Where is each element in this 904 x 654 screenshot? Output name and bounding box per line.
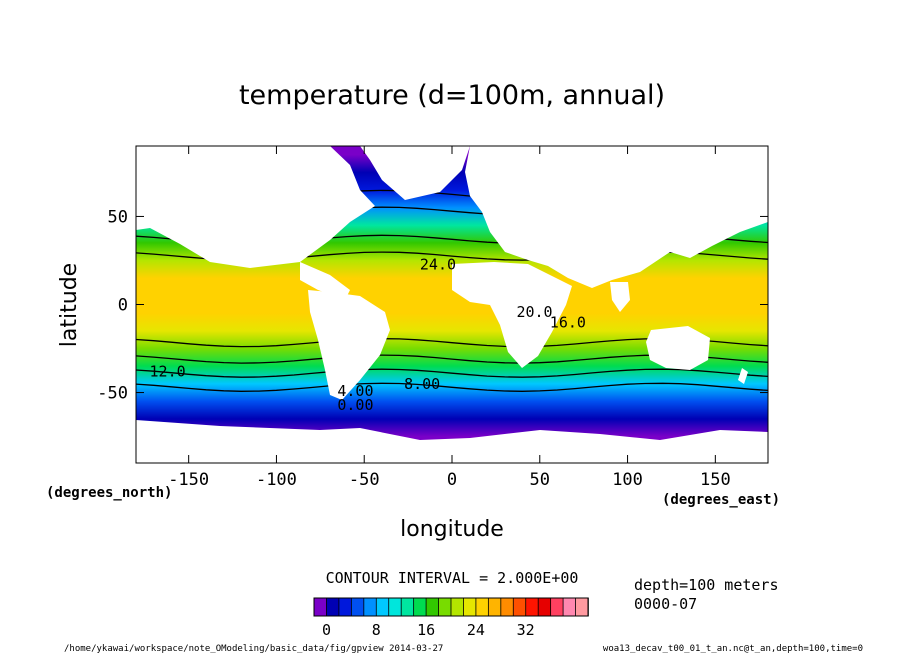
colorbar-cell [500, 597, 515, 617]
colorbar-cell [425, 597, 440, 617]
antarctica-land [136, 420, 768, 463]
x-tick-label: -150 [168, 470, 209, 490]
new-zealand-land [738, 368, 748, 384]
colorbar-cell [313, 597, 328, 617]
colorbar-frame [313, 597, 589, 617]
colorbar-cell [338, 597, 353, 617]
colorbar [313, 597, 589, 617]
y-tick-label: 50 [108, 207, 128, 227]
colorbar-cell [512, 597, 527, 617]
contour-label: 16.0 [550, 313, 586, 331]
x-tick-label: 0 [447, 470, 457, 490]
y-tick-label: -50 [97, 384, 128, 404]
depth-annotation: depth=100 meters [634, 576, 779, 594]
x-axis-label: longitude [400, 517, 504, 542]
north-america-land [136, 146, 375, 268]
colorbar-ticks: 0 8 16 24 32 [322, 621, 535, 639]
colorbar-cell [363, 597, 378, 617]
colorbar-cell [525, 597, 539, 617]
contour-label: 24.0 [420, 255, 456, 273]
colorbar-cell [375, 597, 390, 617]
y-axis-label: latitude [57, 263, 82, 347]
australia-land [646, 326, 710, 370]
colorbar-cell [450, 597, 465, 617]
x-axis: -150 -100 -50 0 50 100 150 [168, 146, 731, 490]
period-annotation: 0000-07 [634, 595, 697, 613]
india-land [610, 282, 630, 312]
colorbar-tick-label: 16 [417, 621, 435, 639]
colorbar-cell [550, 597, 564, 617]
contour-label: 4.00 [337, 382, 373, 400]
plot-area [136, 146, 768, 463]
contour-labels: 24.0 20.016.0 12.0 8.00 4.000.00 [150, 255, 586, 414]
x-tick-label: -50 [349, 470, 380, 490]
colorbar-tick-label: 32 [517, 621, 535, 639]
colorbar-cell [562, 597, 577, 617]
contour-interval-text: CONTOUR INTERVAL = 2.000E+00 [326, 569, 579, 587]
colorbar-cell [487, 597, 502, 617]
colorbar-cell [475, 597, 490, 617]
south-america-land [308, 290, 390, 400]
colorbar-cell [388, 597, 402, 617]
land-masses [136, 146, 768, 463]
x-tick-label: 150 [700, 470, 731, 490]
footer-left: /home/ykawai/workspace/note_OModeling/ba… [64, 644, 443, 654]
colorbar-cell [350, 597, 365, 617]
colorbar-cell [575, 597, 589, 617]
colorbar-cell [413, 597, 427, 617]
x-axis-unit: (degrees_east) [662, 492, 780, 508]
greenland-land [360, 146, 470, 200]
colorbar-cell [326, 597, 340, 617]
colorbar-cell [438, 597, 452, 617]
colorbar-cell [463, 597, 477, 617]
colorbar-tick-label: 8 [372, 621, 381, 639]
central-america-land [300, 262, 350, 300]
footer-right: woa13_decav_t00_01_t_an.nc@t_an,depth=10… [603, 644, 863, 654]
contour-line [136, 368, 768, 378]
eurasia-land [465, 146, 768, 288]
y-tick-label: 0 [118, 296, 128, 316]
y-axis: -50 0 50 [97, 207, 768, 404]
colorbar-tick-label: 24 [467, 621, 485, 639]
contour-label: 12.0 [150, 363, 186, 381]
colorbar-cell [400, 597, 415, 617]
chart-title: temperature (d=100m, annual) [239, 80, 665, 111]
contour-label: 0.00 [337, 396, 373, 414]
contour-label: 20.0 [516, 303, 552, 321]
x-tick-label: 100 [612, 470, 643, 490]
y-axis-unit: (degrees_north) [46, 485, 172, 501]
x-tick-label: 50 [530, 470, 550, 490]
x-tick-label: -100 [256, 470, 297, 490]
colorbar-cell [537, 597, 552, 617]
contour-line [136, 382, 768, 392]
africa-land [452, 262, 572, 368]
colorbar-tick-label: 0 [322, 621, 331, 639]
contour-label: 8.00 [404, 375, 440, 393]
